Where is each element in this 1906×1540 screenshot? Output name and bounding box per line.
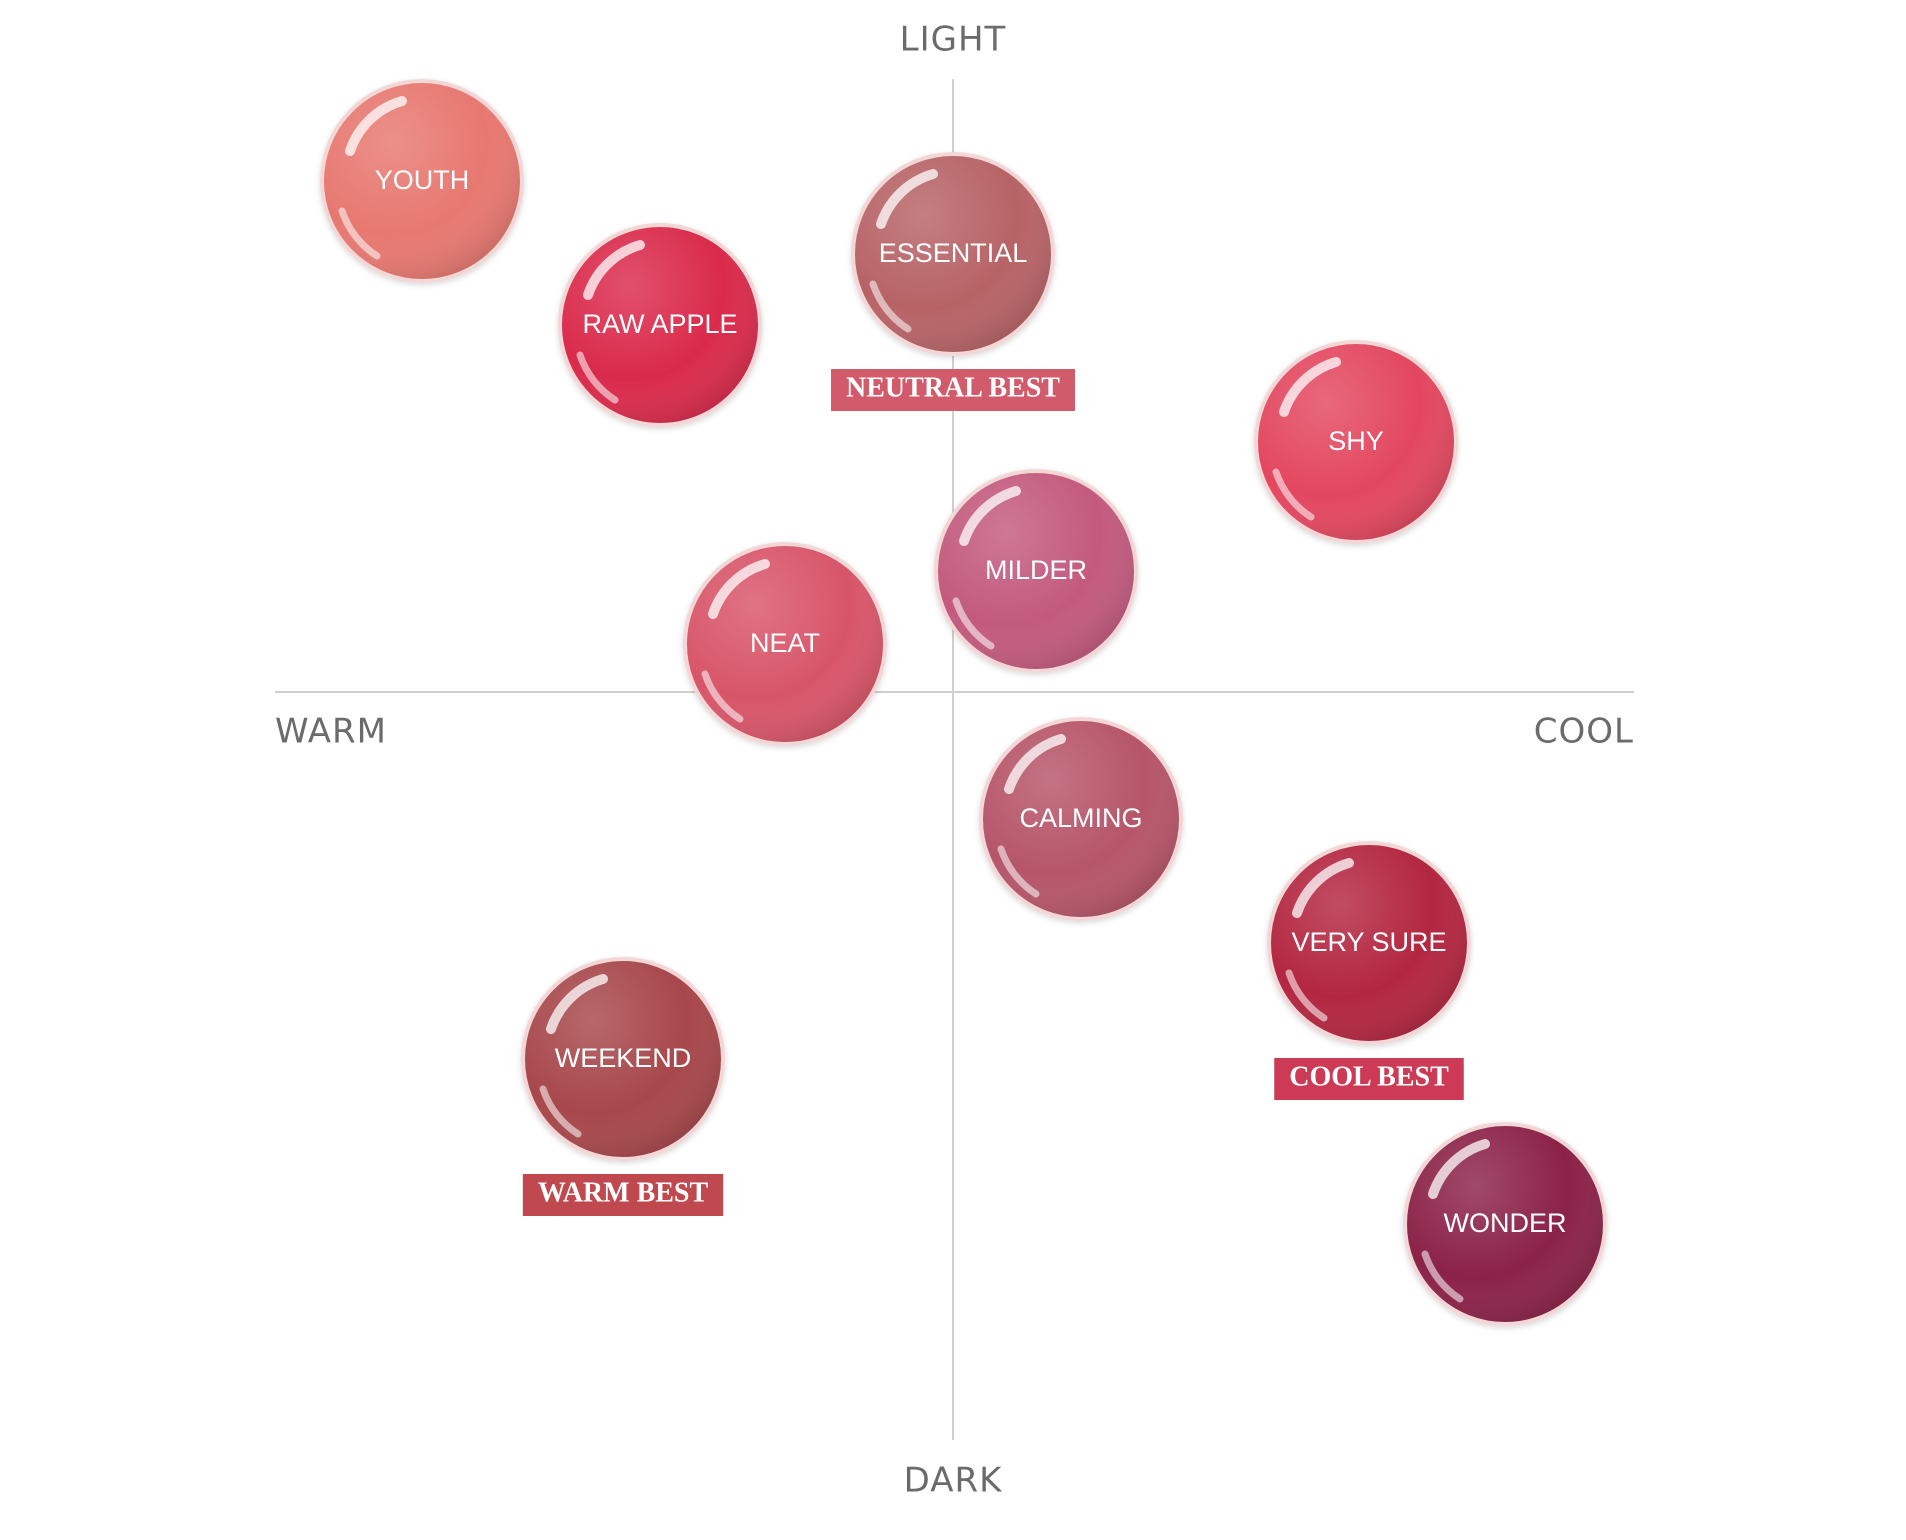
swatch-gloss	[539, 1085, 582, 1138]
swatch: WEEKEND WARM BEST	[521, 957, 725, 1216]
badge-label: WARM BEST	[538, 1177, 709, 1208]
swatch: RAW APPLE	[558, 223, 762, 427]
swatch-label: WONDER	[1444, 1208, 1567, 1238]
swatch-gloss	[708, 559, 770, 619]
swatch-gloss	[1285, 969, 1328, 1022]
swatch-gloss	[1279, 357, 1341, 417]
swatch-shade	[1407, 1126, 1603, 1322]
swatch-gloss	[876, 169, 938, 229]
swatch-shade	[562, 227, 758, 423]
swatch-gloss	[1292, 858, 1354, 918]
badge-label: NEUTRAL BEST	[846, 372, 1060, 403]
swatch-shade	[1258, 344, 1454, 540]
swatch-label: RAW APPLE	[582, 309, 737, 339]
swatch: YOUTH	[320, 79, 524, 283]
swatch-gloss	[952, 597, 995, 650]
swatch-gloss	[345, 96, 407, 156]
swatch-gloss	[1428, 1139, 1490, 1199]
swatch-gloss	[546, 974, 608, 1034]
swatch-gloss	[1272, 468, 1315, 521]
swatch-label: SHY	[1328, 426, 1384, 456]
swatch-gloss	[997, 845, 1040, 898]
swatch-shade	[687, 546, 883, 742]
swatch: SHY	[1254, 340, 1458, 544]
swatch: VERY SURE COOL BEST	[1267, 841, 1471, 1100]
swatch-shade	[938, 473, 1134, 669]
swatch-label: VERY SURE	[1291, 927, 1446, 957]
swatch: ESSENTIAL NEUTRAL BEST	[831, 152, 1075, 411]
swatch-shade	[324, 83, 520, 279]
axis-bottom: DARK	[904, 1461, 1003, 1501]
swatch-label: NEAT	[750, 628, 820, 658]
swatch-shade	[983, 721, 1179, 917]
swatch-shade	[525, 961, 721, 1157]
swatch: WONDER	[1403, 1122, 1607, 1326]
axis-left: WARM	[275, 712, 387, 752]
swatch-label: ESSENTIAL	[879, 238, 1028, 268]
swatch: NEAT	[683, 542, 887, 746]
swatch-gloss	[1004, 734, 1066, 794]
axis-top: LIGHT	[900, 20, 1007, 60]
axis-right: COOL	[1534, 712, 1634, 752]
swatch-label: CALMING	[1019, 803, 1142, 833]
swatch-label: MILDER	[985, 555, 1087, 585]
swatch-gloss	[583, 240, 645, 300]
swatch: MILDER	[934, 469, 1138, 673]
swatch-gloss	[869, 280, 912, 333]
badge	[1274, 1058, 1464, 1100]
swatches: YOUTH RAW APPLE ESSENTIAL NEUTRAL BEST SHY MI…	[320, 79, 1607, 1326]
swatch-gloss	[959, 486, 1021, 546]
swatch-gloss	[701, 670, 744, 723]
swatch-shade	[1271, 845, 1467, 1041]
swatch-label: WEEKEND	[555, 1043, 692, 1073]
swatch-gloss	[576, 351, 619, 404]
swatch-label: YOUTH	[375, 165, 470, 195]
badge	[522, 1174, 724, 1216]
swatch-gloss	[1421, 1250, 1464, 1303]
swatch-gloss	[338, 207, 381, 260]
badge	[831, 369, 1075, 411]
swatch-shade	[855, 156, 1051, 352]
swatch: CALMING	[979, 717, 1183, 921]
badge-label: COOL BEST	[1289, 1061, 1449, 1092]
